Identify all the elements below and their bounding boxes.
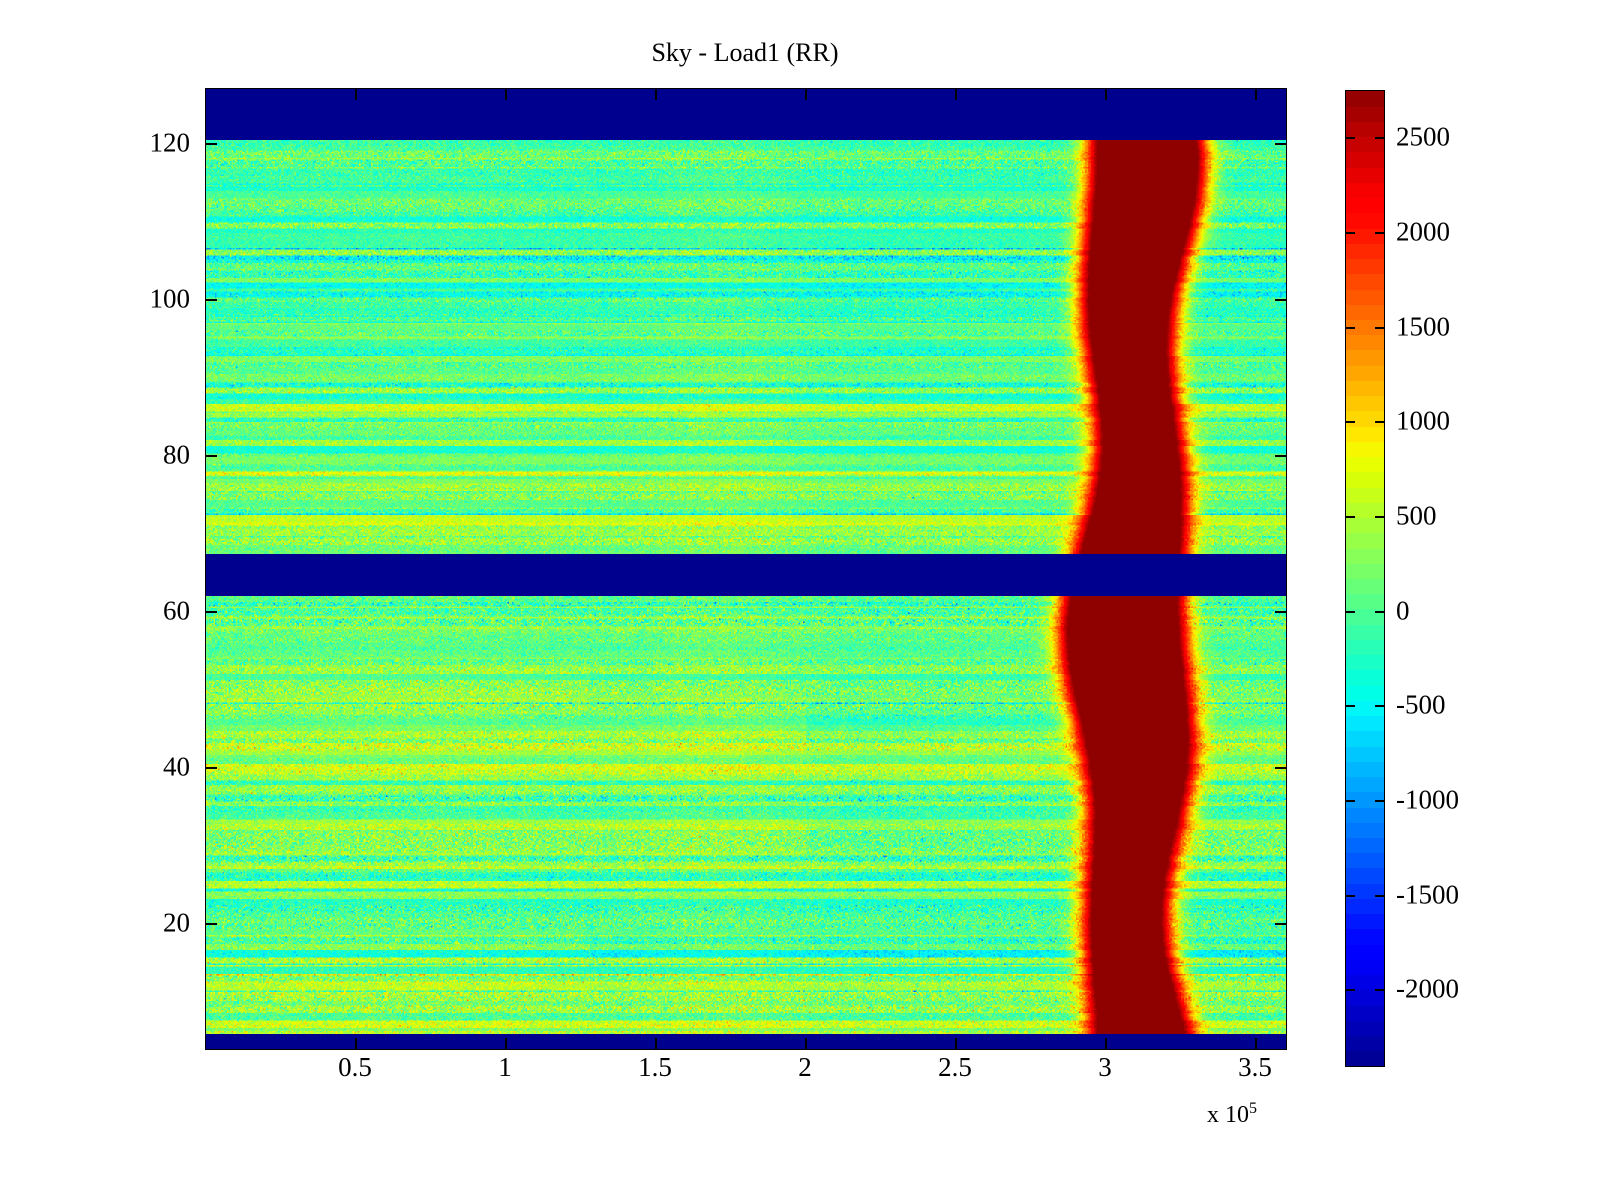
y-axis-tick-right [1275,610,1286,613]
colorbar-tick [1346,326,1355,329]
y-axis-tick-label: 80 [163,439,190,470]
y-axis-tick-label: 40 [163,751,190,782]
colorbar-tick-right [1375,231,1384,234]
colorbar-tick-right [1375,894,1384,897]
x-axis-tick [355,1038,357,1049]
colorbar-canvas [1346,91,1384,1066]
x-exponent-base: x 10 [1207,1102,1249,1128]
colorbar-tick [1346,799,1355,802]
colorbar-tick-right [1375,705,1384,708]
y-axis-tick-label: 20 [163,907,190,938]
x-axis-tick-top [805,89,807,100]
x-axis-tick-label: 3.5 [1238,1052,1272,1082]
x-axis-tick-label: 2.5 [938,1052,972,1082]
y-axis-tick [206,142,217,145]
y-axis-tick-right [1275,767,1286,770]
colorbar[interactable] [1345,90,1385,1067]
y-axis-tick-right [1275,298,1286,301]
y-axis-tick [206,610,217,613]
colorbar-tick-label: -1500 [1396,879,1459,910]
x-axis-tick-top [355,89,357,100]
colorbar-tick-label: -1000 [1396,784,1459,815]
x-axis-tick [655,1038,657,1049]
colorbar-tick-right [1375,610,1384,613]
y-axis-tick-label: 60 [163,595,190,626]
colorbar-tick-right [1375,421,1384,424]
heatmap-canvas[interactable] [206,89,1286,1049]
colorbar-tick-label: 1000 [1396,405,1450,436]
colorbar-tick [1346,610,1355,613]
colorbar-tick-label: 2500 [1396,121,1450,152]
y-axis-tick [206,454,217,457]
colorbar-tick-right [1375,137,1384,140]
y-axis-tick [206,767,217,770]
colorbar-tick-label: -2000 [1396,973,1459,1004]
x-axis-tick [505,1038,507,1049]
colorbar-tick-label: 500 [1396,500,1437,531]
colorbar-tick-label: 2000 [1396,216,1450,247]
x-axis-tick-top [955,89,957,100]
x-axis-exponent-label: x 105 [1207,1100,1257,1129]
colorbar-tick-label: 1500 [1396,311,1450,342]
x-axis-tick-label: 2 [798,1052,812,1082]
x-axis-tick-label: 1 [498,1052,512,1082]
heatmap-axes[interactable] [205,88,1287,1050]
page-title: Sky - Load1 (RR) [651,38,839,67]
colorbar-tick [1346,705,1355,708]
x-axis-tick-label: 1.5 [638,1052,672,1082]
x-axis-tick-top [1255,89,1257,100]
y-axis-tick-right [1275,142,1286,145]
colorbar-tick [1346,421,1355,424]
colorbar-tick-label: 0 [1396,595,1410,626]
x-axis-tick-top [655,89,657,100]
x-exponent-power: 5 [1249,1100,1257,1117]
x-axis-tick-label: 0.5 [338,1052,372,1082]
colorbar-tick-right [1375,515,1384,518]
x-axis-tick-top [505,89,507,100]
y-axis-tick-right [1275,454,1286,457]
x-axis-tick [805,1038,807,1049]
y-axis-tick-label: 100 [149,283,191,314]
x-axis-tick [1255,1038,1257,1049]
colorbar-tick [1346,137,1355,140]
colorbar-tick-right [1375,326,1384,329]
x-axis-tick [1105,1038,1107,1049]
colorbar-tick-right [1375,989,1384,992]
colorbar-tick [1346,989,1355,992]
colorbar-tick-label: -500 [1396,689,1446,720]
x-axis-tick-label: 3 [1098,1052,1112,1082]
y-axis-tick [206,923,217,926]
y-axis-tick [206,298,217,301]
y-axis-tick-label: 120 [149,127,191,158]
y-axis-tick-right [1275,923,1286,926]
colorbar-tick [1346,515,1355,518]
x-axis-tick [955,1038,957,1049]
colorbar-tick [1346,894,1355,897]
colorbar-tick [1346,231,1355,234]
colorbar-tick-right [1375,799,1384,802]
x-axis-tick-top [1105,89,1107,100]
